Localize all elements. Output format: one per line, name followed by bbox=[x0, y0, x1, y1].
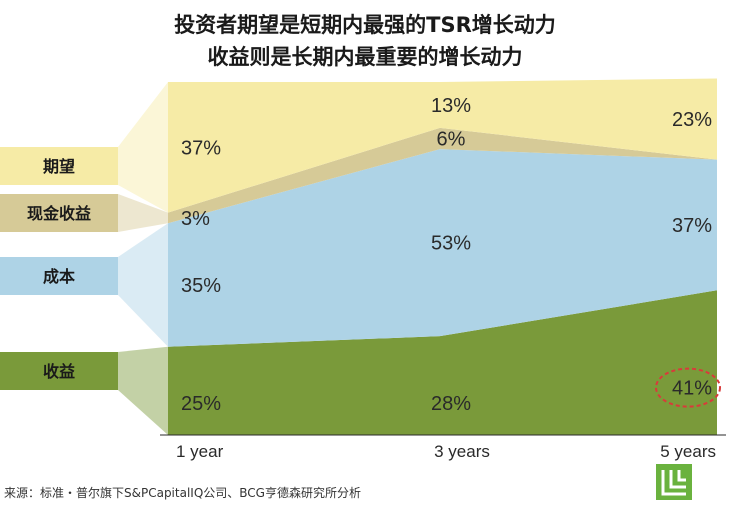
chart-title-line1: 投资者期望是短期内最强的TSR增长动力 bbox=[174, 13, 556, 37]
stacked-areas bbox=[168, 78, 717, 435]
value-label-期望-5-years: 23% bbox=[672, 109, 712, 131]
legend-label-成本: 成本 bbox=[43, 267, 75, 286]
area-现金收益 bbox=[168, 127, 717, 224]
x-tick-5-years: 5 years bbox=[660, 442, 716, 461]
legend-label-期望: 期望 bbox=[43, 157, 75, 176]
connector-现金收益 bbox=[118, 194, 168, 232]
legend-label-现金收益: 现金收益 bbox=[27, 204, 91, 223]
connector-成本 bbox=[118, 223, 168, 347]
legend-swatch-现金收益 bbox=[0, 194, 118, 232]
value-label-期望-1-year: 37% bbox=[181, 137, 221, 159]
value-label-成本-3-years: 53% bbox=[431, 233, 471, 255]
legend-swatch-收益 bbox=[0, 352, 118, 390]
area-收益 bbox=[168, 290, 717, 435]
value-label-现金收益-1-year: 3% bbox=[181, 208, 210, 230]
legend-connectors bbox=[118, 82, 168, 435]
value-label-期望-3-years: 13% bbox=[431, 95, 471, 117]
source-note: 来源：标准・普尔旗下S&PCapitalIQ公司、BCG亨德森研究所分析 bbox=[4, 485, 361, 500]
chart-title-line2: 收益则是长期内最重要的增长动力 bbox=[208, 45, 523, 69]
logo-mark-middle bbox=[669, 470, 686, 489]
x-axis: 1 year 3 years 5 years bbox=[160, 434, 726, 461]
value-label-收益-5-years: 41% bbox=[672, 378, 712, 400]
legend-label-收益: 收益 bbox=[43, 362, 75, 381]
x-tick-3-years: 3 years bbox=[434, 442, 490, 461]
x-tick-1-year: 1 year bbox=[176, 442, 224, 461]
value-label-收益-1-year: 25% bbox=[181, 393, 221, 415]
connector-期望 bbox=[118, 82, 168, 213]
logo-mark-inner bbox=[677, 470, 686, 482]
connector-收益 bbox=[118, 346, 168, 435]
logo-mark-outer bbox=[661, 470, 686, 496]
area-成本 bbox=[168, 149, 717, 347]
highlight-circle bbox=[655, 367, 721, 408]
legend-swatch-期望 bbox=[0, 147, 118, 185]
value-label-成本-5-years: 37% bbox=[672, 215, 712, 237]
legend-swatch-成本 bbox=[0, 257, 118, 295]
value-labels: 25% 28% 41% 35% 53% 37% 3% 6% 37% 13% 23% bbox=[181, 95, 721, 415]
value-label-现金收益-3-years: 6% bbox=[437, 128, 466, 150]
value-label-成本-1-year: 35% bbox=[181, 275, 221, 297]
area-期望 bbox=[168, 78, 717, 213]
value-label-收益-3-years: 28% bbox=[431, 393, 471, 415]
bcg-logo-icon bbox=[656, 464, 692, 500]
